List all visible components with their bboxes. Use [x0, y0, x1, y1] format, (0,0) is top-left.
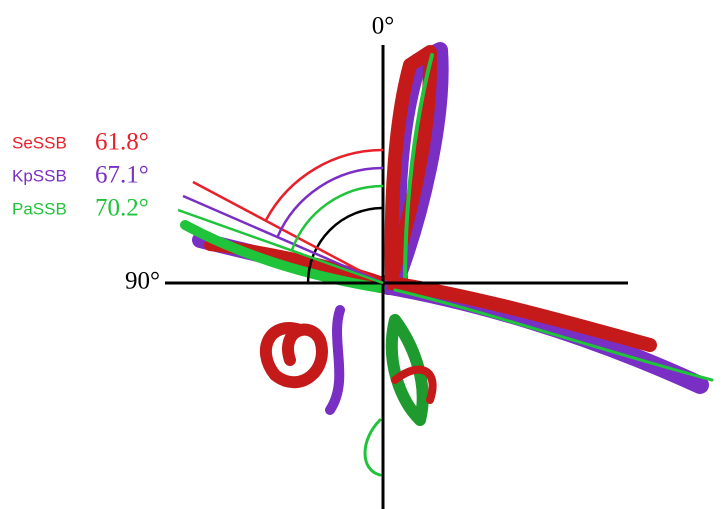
protein-ribbons: [185, 50, 712, 475]
entry-name: PaSSB: [12, 199, 67, 218]
left-angle-label: 90°: [125, 268, 160, 295]
entry-angle: 70.2°: [95, 195, 149, 222]
entry-name: SeSSB: [12, 133, 67, 152]
entry-angle: 67.1°: [95, 162, 149, 189]
entry-name: KpSSB: [12, 166, 67, 185]
top-angle-label: 0°: [372, 13, 395, 40]
figure: 0° 90° SeSSB 61.8° KpSSB 67.1° PaSSB 70.…: [0, 0, 722, 509]
entry-angle: 61.8°: [95, 129, 149, 156]
arc: [292, 186, 383, 250]
